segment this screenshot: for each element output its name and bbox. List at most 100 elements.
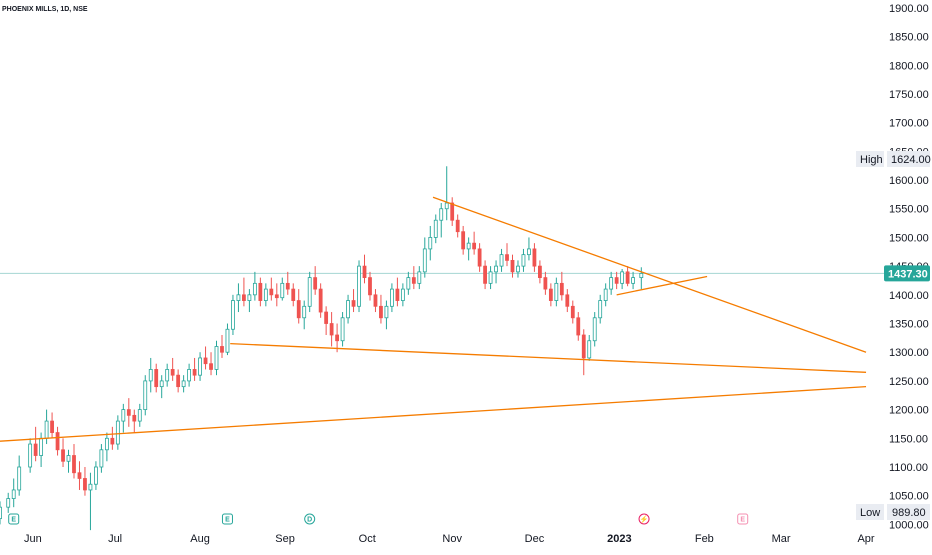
price-tick-label: 1800.00 [889, 60, 929, 72]
price-tick-label: 1000.00 [889, 519, 929, 531]
event-glyph: ⚡ [640, 515, 649, 524]
candle-body [258, 282, 263, 301]
candle [181, 375, 186, 393]
candle [247, 289, 252, 313]
candle [335, 323, 339, 353]
candle-body [505, 254, 509, 261]
candle [132, 409, 137, 433]
event-marker-circle [304, 513, 316, 525]
event-marker-dividend[interactable]: D [304, 513, 316, 525]
candle [137, 403, 142, 427]
trendline-lower-support[interactable] [230, 342, 867, 373]
event-marker-earnings[interactable]: E [221, 513, 233, 525]
time-scale[interactable]: Jun Jul Aug Sep Oct Nov Dec 2023 Feb Mar Apr [24, 533, 875, 545]
price-tick-label: 1100.00 [889, 462, 928, 474]
candle [214, 340, 219, 376]
candle-body [324, 311, 329, 324]
candle [488, 266, 493, 290]
candle [252, 271, 257, 301]
candle [466, 237, 471, 261]
candle-body [307, 277, 312, 307]
candle [269, 277, 274, 301]
candle [592, 312, 597, 347]
candle [6, 492, 11, 513]
price-tick-label: 1250.00 [889, 376, 929, 388]
candle [242, 277, 246, 307]
candle-body [357, 265, 361, 307]
candle [565, 289, 570, 313]
candle-body [214, 346, 219, 370]
candle [198, 352, 202, 381]
candle-body [406, 277, 411, 290]
candle-body [280, 282, 285, 299]
candle [72, 444, 76, 479]
candle [411, 266, 416, 290]
candle [55, 426, 60, 456]
candle [444, 166, 449, 221]
event-glyph: D [307, 517, 312, 524]
candle-body [115, 420, 120, 445]
event-marker-box [8, 513, 20, 525]
candle [39, 432, 44, 467]
candle [559, 271, 564, 301]
price-tick-label: 1600.00 [889, 175, 929, 187]
candle-body [296, 300, 301, 319]
candle [548, 283, 553, 307]
candle [148, 357, 153, 393]
candle [280, 277, 285, 301]
candle [384, 300, 389, 330]
candle-body [625, 271, 630, 284]
trendline-long-support[interactable] [0, 386, 867, 442]
candle [472, 231, 477, 255]
candle [274, 283, 279, 307]
candle-body [483, 265, 487, 284]
event-marker-earnings[interactable]: E [737, 513, 749, 525]
candle [291, 283, 296, 307]
candle [362, 254, 367, 284]
candle [433, 214, 438, 244]
candle [455, 214, 460, 238]
candle [28, 438, 33, 473]
candle [620, 269, 625, 290]
time-tick-label: Aug [190, 533, 210, 545]
candle-body [77, 472, 82, 479]
candle [368, 271, 372, 301]
candle-body [603, 288, 608, 301]
price-tick-label: 1550.00 [889, 204, 929, 216]
price-tick-label: 1400.00 [889, 290, 929, 302]
candle [521, 248, 526, 272]
candle [33, 426, 38, 462]
candle-body [143, 380, 148, 411]
candle-body [285, 282, 290, 290]
candle-body [291, 288, 296, 301]
trendline-upper-resistance[interactable] [432, 196, 867, 353]
trendline-short-support[interactable] [616, 275, 708, 296]
candle-body [527, 248, 531, 256]
candle-body [368, 277, 372, 296]
candle-body [390, 288, 394, 307]
candle [406, 271, 411, 295]
candle-body [346, 300, 350, 319]
candle [329, 312, 334, 347]
candle [324, 306, 329, 335]
candle [154, 363, 159, 393]
candle-body [170, 369, 175, 376]
candle-body [39, 437, 44, 456]
time-tick-label: Feb [695, 533, 714, 545]
event-marker-earnings[interactable]: E [8, 513, 20, 525]
candle-body [242, 294, 246, 301]
high-badge: High 1624.00 [856, 151, 931, 167]
candle-body [581, 334, 586, 359]
price-tick-label: 1750.00 [889, 89, 929, 101]
candle-body [488, 271, 493, 284]
high-value: 1624.00 [891, 154, 931, 166]
event-marker-split[interactable]: ⚡ [638, 513, 650, 525]
candle-body [472, 242, 477, 250]
candle-body [351, 300, 356, 307]
candle-body [439, 208, 444, 221]
candle [357, 260, 361, 313]
candle-body [0, 506, 2, 520]
time-tick-label: Apr [857, 533, 874, 545]
low-badge: Low 989.80 [856, 504, 930, 520]
